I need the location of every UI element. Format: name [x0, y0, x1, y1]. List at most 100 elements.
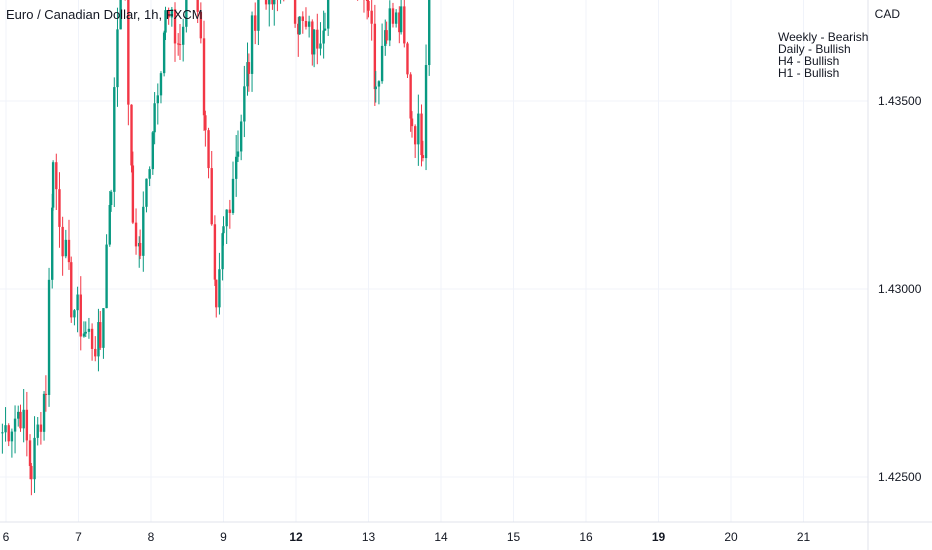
- candle-body: [58, 189, 61, 227]
- x-tick-label: 9: [220, 530, 227, 544]
- currency-label: CAD: [874, 7, 900, 21]
- candle-body: [173, 9, 177, 44]
- candle-body: [250, 15, 254, 74]
- candle-body: [28, 440, 32, 466]
- candle-body: [22, 409, 25, 429]
- candle-body: [213, 224, 217, 280]
- candle-body: [108, 205, 111, 245]
- candle-body: [10, 431, 14, 442]
- note-line-daily: Daily - Bullish: [778, 42, 851, 56]
- candle-body: [39, 424, 43, 432]
- candle-body: [319, 43, 322, 49]
- candle-body: [304, 20, 308, 27]
- candle-body: [322, 30, 325, 44]
- x-tick-label: 16: [579, 530, 593, 544]
- candle-body: [202, 38, 206, 116]
- candle-body: [36, 424, 39, 438]
- candle-body: [236, 151, 240, 157]
- candle-body: [221, 233, 224, 270]
- candle-body: [156, 95, 159, 104]
- candle-body: [30, 465, 33, 480]
- candle-body: [323, 28, 327, 31]
- candle-body: [273, 0, 276, 5]
- candle-body: [167, 10, 170, 18]
- candle-body: [159, 73, 163, 96]
- candle-body: [73, 310, 76, 318]
- candle-body: [391, 8, 395, 24]
- candle-body: [119, 0, 122, 30]
- candle-body: [254, 15, 257, 31]
- candle-body: [70, 262, 73, 318]
- candle-body: [207, 130, 210, 169]
- candle-body: [406, 43, 409, 75]
- candle-body: [424, 65, 428, 159]
- candle-body: [185, 0, 188, 27]
- candle-body: [264, 0, 268, 5]
- candle-body: [4, 425, 7, 433]
- candle-body: [47, 279, 51, 395]
- candle-body: [164, 10, 167, 33]
- note-line-weekly: Weekly - Bearish: [778, 30, 869, 44]
- candle-body: [398, 12, 401, 33]
- x-tick-label: 14: [434, 530, 448, 544]
- candle-body: [142, 206, 145, 256]
- candle-body: [257, 0, 260, 31]
- candle-body: [170, 9, 174, 18]
- x-tick-label: 6: [3, 530, 10, 544]
- candle-body: [326, 0, 330, 29]
- candle-body: [312, 29, 316, 55]
- candle-body: [210, 168, 213, 225]
- candle-body: [246, 62, 249, 87]
- candle-body: [298, 16, 301, 35]
- candle-body: [42, 393, 46, 432]
- note-line-h1: H1 - Bullish: [778, 66, 840, 80]
- candle-body: [109, 191, 113, 206]
- candle-body: [87, 328, 91, 332]
- candle-body: [394, 12, 398, 24]
- candle-body: [44, 393, 48, 395]
- x-tick-label: 20: [724, 530, 738, 544]
- candle-body: [84, 331, 87, 334]
- candle-body: [218, 269, 221, 308]
- note-line-h4: H4 - Bullish: [778, 54, 840, 68]
- candle-body: [162, 32, 166, 74]
- candle-body: [181, 26, 185, 45]
- candle-body: [403, 6, 406, 44]
- candle-body: [247, 62, 251, 74]
- candle-body: [19, 411, 22, 429]
- candle-body: [51, 207, 54, 280]
- candle-body: [148, 169, 151, 179]
- timeframe-bias-note: Weekly - Bearish Daily - Bullish H4 - Bu…: [778, 31, 868, 79]
- candle-body: [196, 0, 199, 12]
- candle-body: [311, 21, 314, 55]
- candle-body: [145, 178, 148, 207]
- candle-body: [176, 43, 180, 45]
- candle-body: [225, 209, 228, 227]
- candle-body: [138, 242, 142, 256]
- candle-body: [61, 226, 64, 257]
- candle-body: [271, 0, 274, 5]
- candle-body: [413, 126, 417, 145]
- candle-body: [1, 432, 4, 434]
- candle-body: [297, 23, 300, 35]
- candle-body: [204, 115, 207, 131]
- chart-grid: [0, 0, 868, 522]
- candle-body: [90, 328, 94, 349]
- candle-body: [409, 74, 412, 119]
- candle-body: [293, 0, 297, 24]
- candle-body: [130, 104, 133, 166]
- candle-body: [151, 132, 155, 170]
- x-tick-label: 19: [652, 530, 666, 544]
- candle-body: [384, 30, 387, 46]
- candle-body: [370, 10, 373, 24]
- candlestick-series: [1, 0, 431, 496]
- y-tick-label: 1.43500: [878, 94, 922, 108]
- candle-body: [399, 6, 403, 33]
- candle-body: [234, 156, 238, 179]
- candle-body: [367, 0, 370, 11]
- candle-body: [307, 21, 311, 27]
- candle-body: [51, 162, 55, 208]
- candle-body: [82, 333, 86, 337]
